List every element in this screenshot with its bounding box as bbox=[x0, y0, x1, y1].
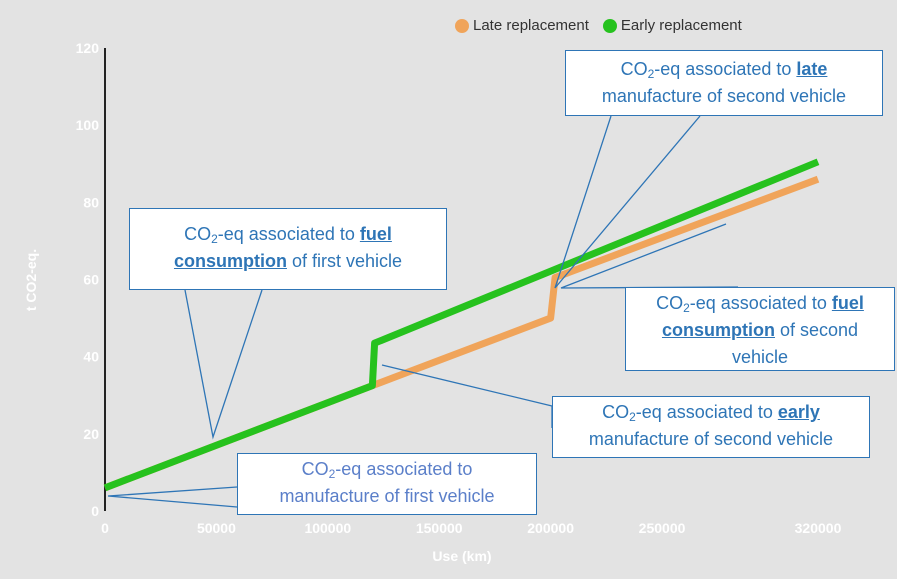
x-tick-label: 50000 bbox=[197, 520, 236, 536]
callout-pointer bbox=[184, 289, 263, 440]
callout-pointer bbox=[107, 486, 238, 508]
y-tick-label: 20 bbox=[83, 426, 99, 442]
callout-first-manufacture: CO2-eq associated to manufacture of firs… bbox=[237, 453, 537, 515]
x-tick-label: 150000 bbox=[416, 520, 463, 536]
x-tick-label: 250000 bbox=[639, 520, 686, 536]
x-tick-label: 0 bbox=[101, 520, 109, 536]
legend-item-late[interactable]: Late replacement bbox=[455, 17, 589, 34]
x-axis-label: Use (km) bbox=[432, 548, 491, 564]
callout-late-manufacture: CO2-eq associated to late manufacture of… bbox=[565, 50, 883, 116]
x-tick-label: 200000 bbox=[527, 520, 574, 536]
callout-pointer bbox=[554, 115, 701, 289]
y-tick-label: 120 bbox=[76, 40, 100, 56]
y-tick-label: 40 bbox=[83, 349, 99, 365]
legend-label-early: Early replacement bbox=[620, 17, 742, 34]
legend-label-late: Late replacement bbox=[473, 17, 589, 34]
y-tick-label: 0 bbox=[91, 503, 99, 519]
legend-dot-late bbox=[455, 18, 469, 33]
legend-item-early[interactable]: Early replacement bbox=[602, 17, 742, 34]
legend-dot-early bbox=[602, 18, 617, 33]
x-tick-label: 100000 bbox=[304, 520, 351, 536]
series-line-early-replacement bbox=[103, 158, 820, 492]
legend: Late replacement Early replacement bbox=[455, 17, 742, 34]
callout-fuel-second: CO2-eq associated to fuel consumption of… bbox=[625, 287, 895, 371]
y-tick-label: 100 bbox=[76, 117, 100, 133]
callout-early-manufacture: CO2-eq associated to early manufacture o… bbox=[552, 396, 870, 458]
y-tick-label: 60 bbox=[83, 272, 99, 288]
y-axis-label: t CO2-eq. bbox=[23, 249, 39, 311]
x-tick-label: 320000 bbox=[795, 520, 842, 536]
y-tick-label: 80 bbox=[83, 194, 99, 210]
callout-fuel-first: CO2-eq associated to fuel consumption of… bbox=[129, 208, 447, 290]
